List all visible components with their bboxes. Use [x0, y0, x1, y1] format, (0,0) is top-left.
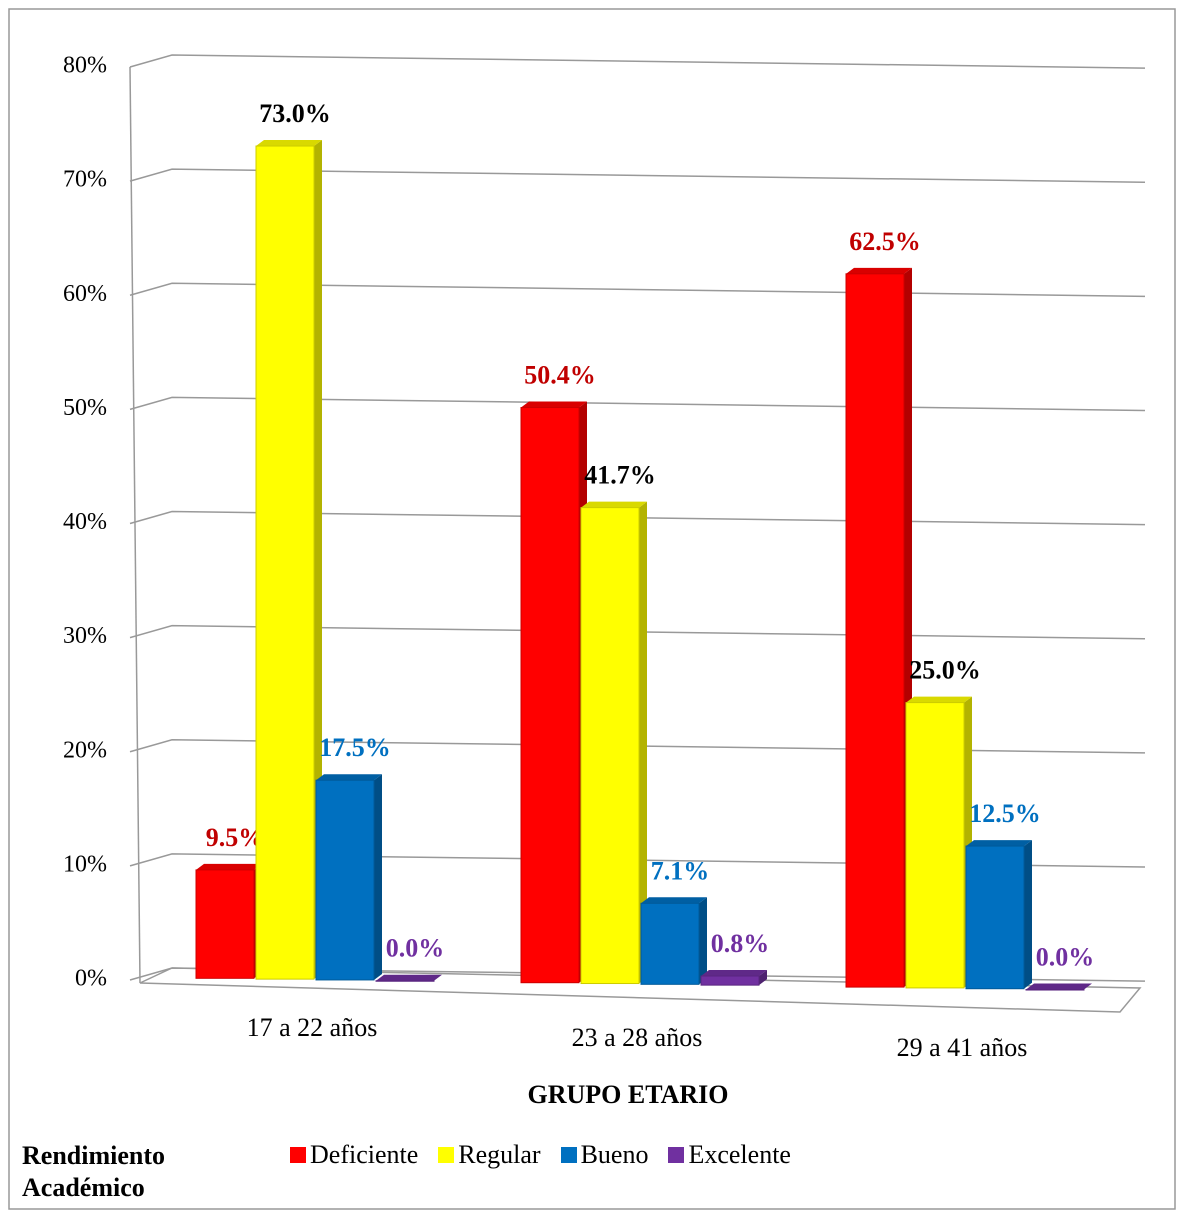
- bar-side: [1024, 840, 1032, 989]
- bar: [1025, 983, 1092, 991]
- legend-label: Regular: [458, 1140, 541, 1169]
- legend: Deficiente Regular Bueno Excelente: [290, 1140, 791, 1170]
- legend-label: Excelente: [688, 1140, 791, 1169]
- bar-top: [196, 863, 262, 870]
- legend-item: Excelente: [668, 1140, 791, 1170]
- legend-title: Rendimiento Académico: [22, 1141, 165, 1202]
- value-label: 50.4%: [524, 360, 596, 389]
- value-label: 73.0%: [259, 99, 331, 128]
- bar-top: [846, 267, 912, 274]
- bar-side: [374, 774, 382, 980]
- floor: [139, 967, 1142, 1013]
- value-label: 62.5%: [849, 227, 921, 256]
- bar-front: [375, 980, 435, 982]
- bar-top: [256, 140, 322, 147]
- value-label: 12.5%: [969, 799, 1041, 828]
- bar-front: [905, 702, 965, 989]
- bar: [580, 501, 647, 985]
- bar-front: [845, 273, 905, 988]
- bar-side: [314, 140, 322, 980]
- y-tick-label: 80%: [63, 53, 107, 79]
- value-label: 25.0%: [909, 656, 981, 685]
- y-tick-label: 60%: [63, 281, 107, 307]
- bar-side: [759, 970, 767, 986]
- bar-top: [376, 974, 442, 981]
- bar-front: [640, 902, 700, 985]
- legend-item: Regular: [438, 1140, 541, 1170]
- legend-label: Deficiente: [310, 1140, 419, 1169]
- bar-top: [906, 696, 972, 703]
- value-label: 0.0%: [1036, 942, 1095, 971]
- bar-top: [966, 840, 1032, 847]
- y-axis: [129, 66, 141, 984]
- bar: [255, 140, 322, 980]
- bar-front: [255, 145, 315, 980]
- x-tick-label: 17 a 22 años: [247, 1013, 378, 1042]
- grid-line: [129, 510, 1146, 526]
- x-tick-label: 23 a 28 años: [572, 1023, 703, 1052]
- bar-front: [580, 507, 640, 985]
- value-label: 17.5%: [319, 733, 391, 762]
- bar-front: [700, 975, 760, 986]
- legend-item: Bueno: [560, 1140, 649, 1170]
- y-tick-label: 40%: [63, 509, 107, 535]
- legend-swatch: [438, 1147, 455, 1163]
- grid-line: [129, 738, 1146, 754]
- bar: [520, 401, 587, 984]
- legend-label: Bueno: [580, 1140, 649, 1169]
- value-label: 0.0%: [386, 934, 445, 963]
- bar-front: [195, 869, 255, 979]
- bar-side: [639, 501, 647, 984]
- x-tick-label: 29 a 41 años: [897, 1033, 1028, 1062]
- bar: [905, 696, 972, 989]
- bar: [845, 267, 912, 988]
- bar: [315, 774, 382, 981]
- grid-line: [129, 282, 1146, 298]
- y-tick-label: 20%: [63, 737, 107, 763]
- y-tick-label: 50%: [63, 395, 107, 421]
- bar-top: [641, 897, 707, 904]
- bar-front: [315, 779, 375, 981]
- legend-swatch: [290, 1147, 306, 1163]
- bar-front: [520, 407, 580, 984]
- y-tick-label: 10%: [63, 851, 107, 877]
- bar: [700, 970, 767, 986]
- legend-item: Deficiente: [290, 1140, 418, 1170]
- bar-front: [1025, 989, 1085, 991]
- bar-top: [1026, 983, 1092, 990]
- bar-top: [701, 970, 767, 977]
- grid-line: [129, 168, 1146, 184]
- value-label: 0.8%: [711, 929, 770, 958]
- legend-swatch: [668, 1147, 685, 1163]
- x-axis-title: GRUPO ETARIO: [527, 1080, 728, 1109]
- grid-line: [129, 396, 1146, 412]
- grid-line: [129, 853, 1146, 868]
- legend-swatch: [560, 1147, 577, 1163]
- value-label: 9.5%: [206, 823, 265, 852]
- value-label: 41.7%: [584, 461, 656, 490]
- bar-side: [699, 897, 707, 985]
- y-tick-label: 30%: [63, 623, 107, 649]
- y-tick-label: 0%: [75, 966, 107, 992]
- grid-line: [129, 967, 1146, 982]
- bar: [965, 840, 1032, 990]
- bar: [195, 863, 262, 979]
- bar-top: [316, 774, 382, 781]
- bar-top: [581, 501, 647, 508]
- bar-front: [965, 845, 1025, 990]
- bar-top: [521, 401, 587, 408]
- bar: [640, 897, 707, 985]
- y-tick-label: 70%: [63, 167, 107, 193]
- grid-line: [129, 624, 1146, 640]
- bar: [375, 974, 442, 982]
- grid-line: [129, 54, 1146, 69]
- value-label: 7.1%: [651, 856, 710, 885]
- frame: [8, 8, 1176, 1210]
